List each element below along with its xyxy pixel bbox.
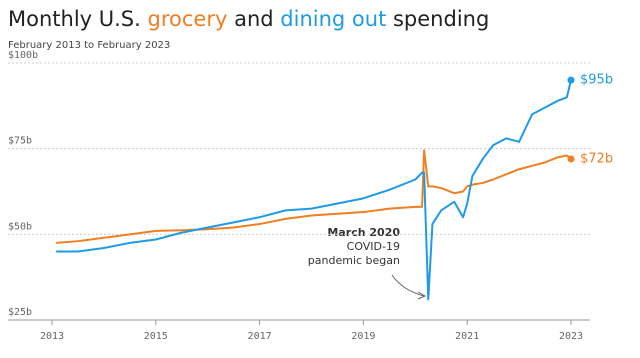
x-tick-label: 2019 [351,331,375,342]
y-tick-label: $100b [8,50,38,61]
x-tick-label: 2021 [455,331,479,342]
x-tick-label: 2013 [40,331,64,342]
x-tick-label: 2023 [559,331,583,342]
end-point [567,155,575,163]
chart-title: Monthly U.S. grocery and dining out spen… [8,7,489,31]
title-part: and [234,7,274,31]
arrow-head [417,291,427,300]
data-line [56,149,572,244]
x-tick-label: 2015 [144,331,168,342]
subtitle: February 2013 to February 2023 [8,40,170,51]
x-tick-label: 2017 [248,331,272,342]
end-label: $72b [580,151,613,166]
annotation: COVID-19 [347,240,400,253]
y-tick-label: $25b [8,307,32,318]
annotation-arrow [391,274,425,297]
annotation: pandemic began [308,254,400,267]
end-point [567,76,575,84]
title-series: grocery [148,7,228,31]
title-part: Monthly U.S. [8,7,141,31]
end-label: $95b [580,73,613,88]
title-series: dining out [280,7,386,31]
data-line [56,79,572,301]
annotation: March 2020 [327,226,400,239]
y-tick-label: $75b [8,136,32,147]
title-part: spending [393,7,489,31]
y-tick-label: $50b [8,221,32,232]
